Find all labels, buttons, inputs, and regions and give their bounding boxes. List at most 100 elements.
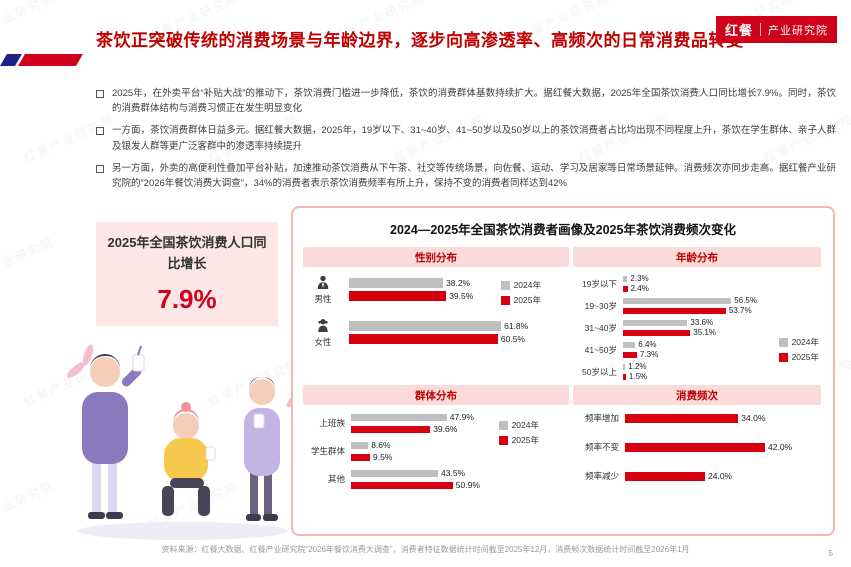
category-label: 41~50岁: [584, 344, 617, 355]
age-distribution-chart: 年龄分布 2024年 2025年 19岁以下 2.3% 2.4% 19~30岁 56.5%…: [573, 247, 821, 381]
category-cell: 上班族: [303, 417, 345, 429]
bar-group: 38.2% 39.5%: [349, 278, 473, 301]
bar-value-label: 42.0%: [768, 442, 793, 452]
chart-row: 41~50岁 6.4% 7.3%: [573, 340, 821, 359]
legend-label: 2024年: [513, 280, 541, 290]
legend-swatch: [778, 337, 788, 347]
bar-line: 61.8%: [349, 321, 528, 331]
bar-line: 34.0%: [625, 413, 765, 423]
bar-value-label: 50.9%: [455, 480, 480, 490]
category-label: 31~40岁: [584, 322, 617, 333]
bar-value-label: 39.6%: [433, 424, 458, 434]
category-label: 19~30岁: [584, 300, 617, 311]
bar-value-label: 7.3%: [640, 350, 659, 359]
bar-line: 47.9%: [351, 412, 474, 422]
bar-value-label: 9.5%: [373, 452, 393, 462]
bullet-text: 2025年，在外卖平台“补贴大战”的推动下，茶饮消费门槛进一步降低，茶饮的消费群…: [112, 88, 836, 115]
bar-group: 34.0%: [625, 413, 765, 423]
category-cell: 19~30岁: [573, 300, 617, 312]
chart-row: 男性 38.2% 39.5%: [303, 274, 569, 305]
bar-value-label: 60.5%: [500, 334, 525, 344]
category-label: 频率减少: [584, 471, 619, 481]
category-label: 男性: [314, 294, 332, 304]
bar-2024年: [623, 275, 628, 282]
bar-2024年: [351, 469, 438, 477]
bar-2024年: [623, 363, 626, 370]
legend-swatch: [778, 352, 788, 362]
bar-2025年: [351, 453, 370, 461]
bar-2024年: [351, 413, 447, 421]
bar-2025年: [351, 481, 453, 489]
watermark-text: 红餐产业研究院: [0, 234, 57, 288]
category-cell: 学生群体: [303, 445, 345, 457]
legend-item: 2025年: [778, 351, 819, 363]
bar-2025年: [625, 413, 739, 423]
chart-row: 频率减少 24.0%: [573, 470, 821, 482]
chart-row: 31~40岁 33.6% 35.1%: [573, 318, 821, 337]
legend-item: 2025年: [500, 294, 541, 306]
chart-row: 50岁以上 1.2% 1.5%: [573, 362, 821, 381]
bullet-square-icon: [96, 164, 104, 173]
bar-2025年: [623, 329, 691, 336]
gender-chart-rows: 男性 38.2% 39.5% 女性 61.8% 60.5%: [303, 274, 569, 348]
legend-label: 2025年: [513, 295, 541, 305]
group-chart-rows: 上班族 47.9% 39.6% 学生群体 8.6% 9.5% 其他 43.5% 50.9%: [303, 412, 569, 490]
male-icon: [314, 274, 332, 292]
legend-label: 2025年: [791, 352, 819, 362]
bar-line: 7.3%: [623, 350, 658, 359]
legend-swatch: [498, 435, 508, 445]
category-cell: 50岁以上: [573, 366, 617, 378]
bar-line: 39.6%: [351, 424, 474, 434]
data-source-note: 资料来源：红餐大数据、红餐产业研究院“2026年餐饮消费大调查”，消费者特征数据…: [161, 545, 690, 554]
legend-label: 2024年: [791, 337, 819, 347]
charts-grid: 性别分布 2024年 2025年 男性 38.2% 39.5% 女性 61.8% 60.5%…: [303, 247, 823, 499]
bar-line: 42.0%: [625, 442, 792, 452]
category-cell: 频率不变: [573, 441, 619, 453]
chart-row: 19岁以下 2.3% 2.4%: [573, 274, 821, 293]
highlight-stat-value: 7.9%: [157, 283, 217, 314]
chart-row: 学生群体 8.6% 9.5%: [303, 440, 569, 462]
bar-group: 56.5% 53.7%: [623, 296, 757, 315]
bar-value-label: 6.4%: [638, 340, 657, 349]
chart-row: 女性 61.8% 60.5%: [303, 317, 569, 348]
bar-value-label: 61.8%: [504, 321, 529, 331]
legend-label: 2025年: [511, 435, 539, 445]
page-number: 5: [828, 549, 833, 558]
person-yellow: [162, 402, 216, 516]
gender-chart-legend: 2024年 2025年: [500, 279, 541, 306]
category-label: 19岁以下: [582, 278, 617, 289]
legend-item: 2024年: [498, 419, 539, 431]
illustration-people-drinking-tea: [58, 330, 306, 545]
group-distribution-chart: 群体分布 2024年 2025年 上班族 47.9% 39.6% 学生群体 8.6% 9.5…: [303, 385, 569, 499]
bar-value-label: 47.9%: [449, 412, 474, 422]
bar-2024年: [351, 441, 369, 449]
group-chart-header: 群体分布: [303, 385, 569, 405]
bar-line: 24.0%: [625, 471, 732, 481]
bar-value-label: 24.0%: [708, 471, 733, 481]
bar-group: 24.0%: [625, 471, 732, 481]
gender-chart-header: 性别分布: [303, 247, 569, 267]
bar-value-label: 2.4%: [630, 284, 649, 293]
legend-label: 2024年: [511, 420, 539, 430]
bar-2025年: [625, 442, 765, 452]
highlight-stat-box: 2025年全国茶饮消费人口同比增长 7.9%: [96, 222, 278, 326]
bar-line: 53.7%: [623, 306, 757, 315]
bar-2025年: [351, 425, 431, 433]
bar-value-label: 53.7%: [728, 306, 752, 315]
bar-group: 8.6% 9.5%: [351, 440, 392, 462]
bar-line: 60.5%: [349, 334, 528, 344]
brand-logo-text: 红餐: [724, 23, 753, 38]
bar-value-label: 2.3%: [630, 274, 649, 283]
category-cell: 频率减少: [573, 470, 619, 482]
bar-line: 1.2%: [623, 362, 647, 371]
chart-row: 上班族 47.9% 39.6%: [303, 412, 569, 434]
bar-line: 43.5%: [351, 468, 480, 478]
category-label: 50岁以上: [582, 366, 617, 377]
bar-value-label: 33.6%: [690, 318, 714, 327]
bar-group: 61.8% 60.5%: [349, 321, 528, 344]
bar-line: 50.9%: [351, 480, 480, 490]
chart-row: 19~30岁 56.5% 53.7%: [573, 296, 821, 315]
category-cell: 女性: [303, 317, 343, 348]
bar-value-label: 56.5%: [734, 296, 757, 305]
